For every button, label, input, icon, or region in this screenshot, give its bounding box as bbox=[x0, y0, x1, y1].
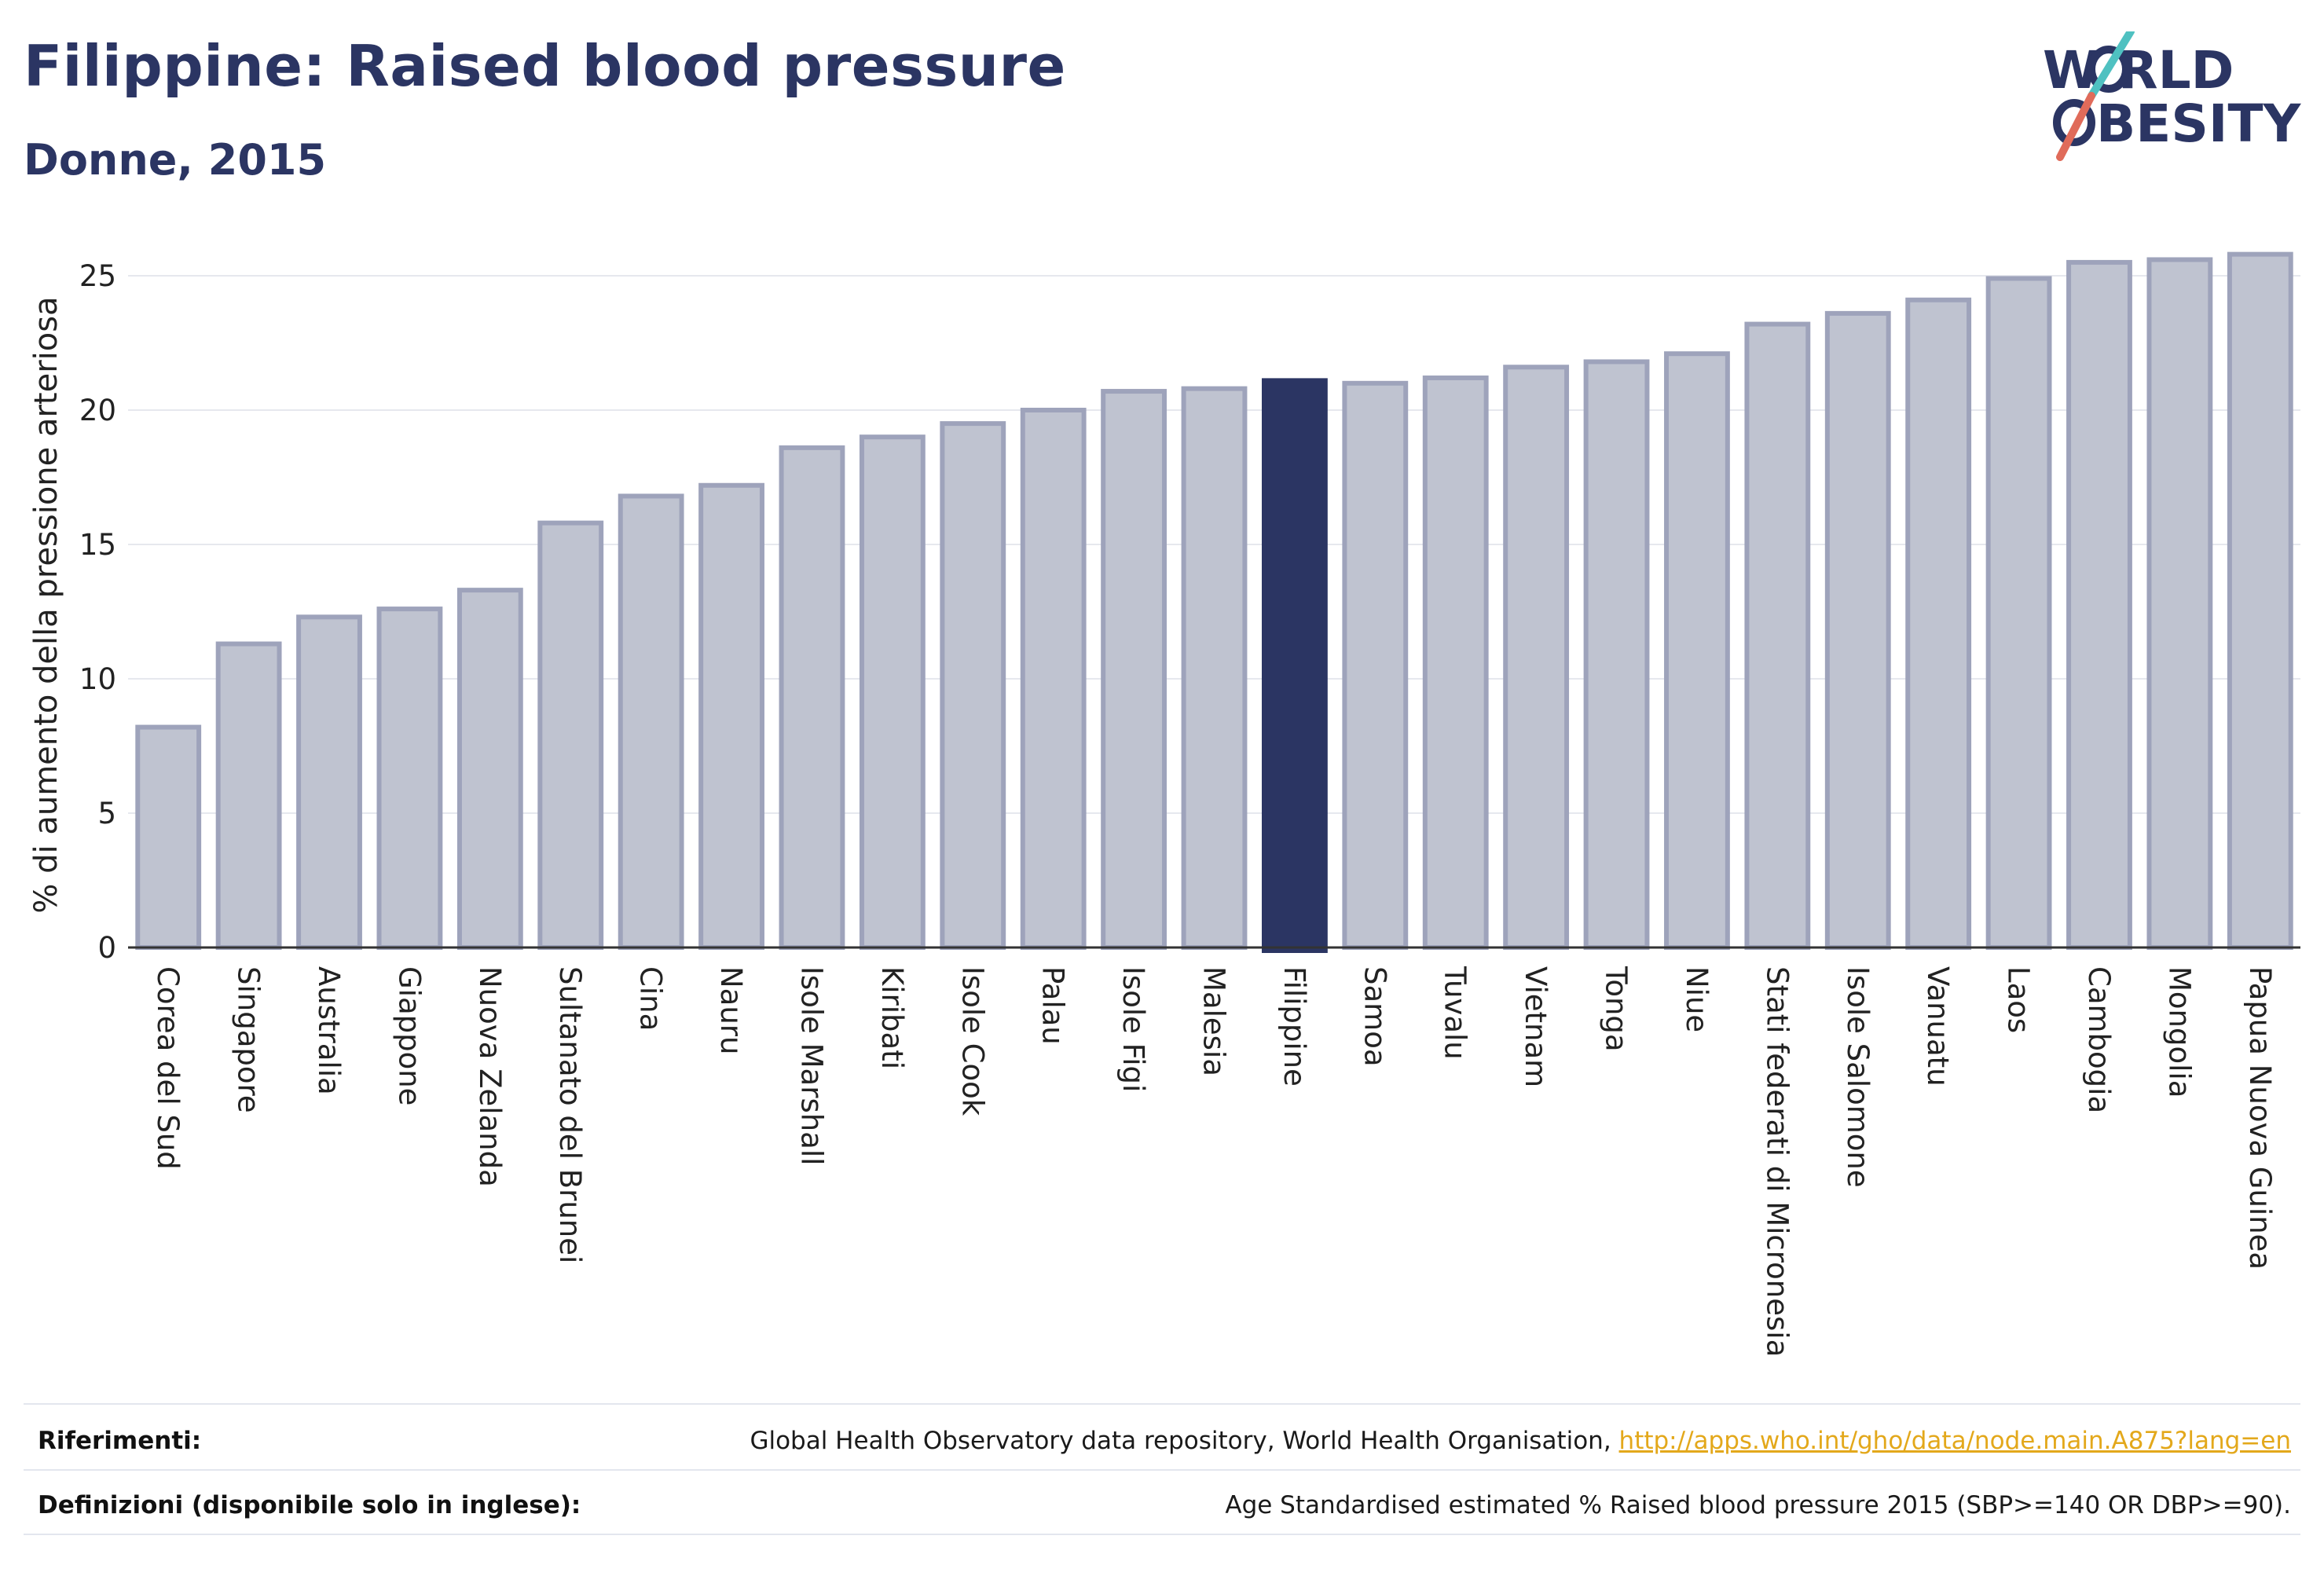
x-tick-label: Isole Marshall bbox=[794, 966, 828, 1165]
x-tick-label: Samoa bbox=[1358, 966, 1391, 1067]
bar-cambogia[interactable] bbox=[2066, 259, 2132, 950]
bar-stati-federati-di-micronesia[interactable] bbox=[1744, 321, 1811, 950]
y-tick-label: 15 bbox=[79, 528, 116, 562]
bar-samoa[interactable] bbox=[1342, 380, 1409, 950]
y-tick-label: 10 bbox=[79, 662, 116, 696]
bar-niue[interactable] bbox=[1664, 351, 1730, 950]
bar-vietnam[interactable] bbox=[1503, 365, 1570, 950]
bar-cina[interactable] bbox=[618, 493, 684, 950]
x-tick-label: Niue bbox=[1680, 966, 1714, 1032]
y-axis-label: % di aumento della pressione arteriosa bbox=[28, 296, 64, 913]
x-tick-label: Tonga bbox=[1600, 966, 1633, 1052]
bar-papua-nuova-guinea[interactable] bbox=[2227, 251, 2293, 950]
x-tick-label: Palau bbox=[1036, 966, 1070, 1045]
bar-filippine[interactable] bbox=[1261, 378, 1328, 953]
bar-laos[interactable] bbox=[1985, 276, 2052, 951]
x-tick-label: Mongolia bbox=[2162, 966, 2196, 1098]
logo-line-2: BESITY bbox=[2096, 93, 2302, 154]
references-text: Global Health Observatory data repositor… bbox=[750, 1427, 1619, 1455]
logo-o-bottom bbox=[2053, 99, 2095, 146]
x-tick-label: Laos bbox=[2002, 966, 2036, 1033]
x-tick-label: Nauru bbox=[714, 966, 748, 1054]
x-tick-label: Sultanato del Brunei bbox=[553, 966, 587, 1263]
logo-slash-bottom bbox=[2056, 92, 2095, 161]
bar-isole-cook[interactable] bbox=[940, 421, 1006, 950]
chart-title: Filippine: Raised blood pressure bbox=[24, 33, 1066, 99]
bar-malesia[interactable] bbox=[1181, 386, 1248, 950]
references-link[interactable]: http://apps.who.int/gho/data/node.main.A… bbox=[1618, 1427, 2291, 1455]
bar-singapore[interactable] bbox=[215, 641, 282, 950]
bar-mongolia[interactable] bbox=[2146, 257, 2213, 951]
bar-sultanato-del-brunei[interactable] bbox=[537, 520, 604, 950]
references-value: Global Health Observatory data repositor… bbox=[750, 1427, 2291, 1455]
x-tick-label: Cambogia bbox=[2082, 966, 2116, 1113]
x-tick-label: Kiribati bbox=[875, 966, 909, 1069]
world-obesity-logo: W RLD BESITY bbox=[2043, 31, 2302, 161]
definitions-label: Definizioni (disponibile solo in inglese… bbox=[38, 1491, 581, 1519]
y-tick-label: 5 bbox=[97, 797, 116, 830]
bar-australia[interactable] bbox=[296, 614, 362, 951]
x-tick-label: Corea del Sud bbox=[151, 966, 185, 1170]
definitions-value: Age Standardised estimated % Raised bloo… bbox=[1225, 1491, 2291, 1519]
x-tick-label: Vietnam bbox=[1519, 966, 1552, 1087]
x-tick-label: Singapore bbox=[232, 966, 266, 1113]
bar-palau[interactable] bbox=[1020, 408, 1087, 950]
x-tick-label: Filippine bbox=[1277, 966, 1311, 1087]
footer-divider-middle bbox=[24, 1469, 2300, 1471]
references-label: Riferimenti: bbox=[38, 1427, 202, 1455]
bar-nauru[interactable] bbox=[698, 482, 764, 950]
x-tick-label: Nuova Zelanda bbox=[473, 966, 507, 1187]
logo-slash-top bbox=[2088, 31, 2135, 100]
x-tick-label: Stati federati di Micronesia bbox=[1760, 966, 1794, 1357]
bars-layer bbox=[135, 251, 2293, 953]
x-tick-label: Isole Figi bbox=[1116, 966, 1150, 1092]
bar-isole-salomone[interactable] bbox=[1824, 310, 1891, 950]
x-tick-label: Giappone bbox=[392, 966, 426, 1105]
footer-divider-top bbox=[24, 1403, 2300, 1405]
x-tick-label: Malesia bbox=[1197, 966, 1231, 1076]
chart-subtitle: Donne, 2015 bbox=[24, 135, 327, 185]
bar-tuvalu[interactable] bbox=[1422, 375, 1489, 950]
x-tick-label: Papua Nuova Guinea bbox=[2243, 966, 2277, 1270]
x-tick-label: Tuvalu bbox=[1439, 966, 1472, 1060]
bar-kiribati[interactable] bbox=[859, 434, 926, 950]
bar-isole-figi[interactable] bbox=[1101, 389, 1167, 950]
bar-giappone[interactable] bbox=[376, 607, 443, 951]
y-tick-label: 0 bbox=[97, 931, 116, 965]
bar-corea-del-sud[interactable] bbox=[135, 724, 202, 950]
bar-nuova-zelanda[interactable] bbox=[456, 588, 523, 950]
x-tick-label: Cina bbox=[634, 966, 668, 1031]
x-tick-label: Isole Cook bbox=[955, 966, 989, 1116]
logo-o-top bbox=[2088, 46, 2130, 93]
x-tick-label: Vanuatu bbox=[1921, 966, 1955, 1087]
x-tick-label: Isole Salomone bbox=[1841, 966, 1875, 1188]
bar-chart: 0 5 10 15 20 25 Corea del Sud Singapore Australi… bbox=[28, 251, 2300, 1357]
footer-divider-bottom bbox=[24, 1534, 2300, 1535]
logo-line-1: W RLD bbox=[2043, 40, 2234, 101]
bar-vanuatu[interactable] bbox=[1905, 297, 1972, 950]
labels-layer: 0 5 10 15 20 25 Corea del Sud Singapore Australi… bbox=[79, 259, 2277, 1357]
y-tick-label: 25 bbox=[79, 259, 116, 293]
bar-isole-marshall[interactable] bbox=[779, 445, 845, 950]
y-tick-label: 20 bbox=[79, 394, 116, 427]
x-tick-label: Australia bbox=[312, 966, 346, 1095]
bar-tonga[interactable] bbox=[1583, 359, 1650, 950]
